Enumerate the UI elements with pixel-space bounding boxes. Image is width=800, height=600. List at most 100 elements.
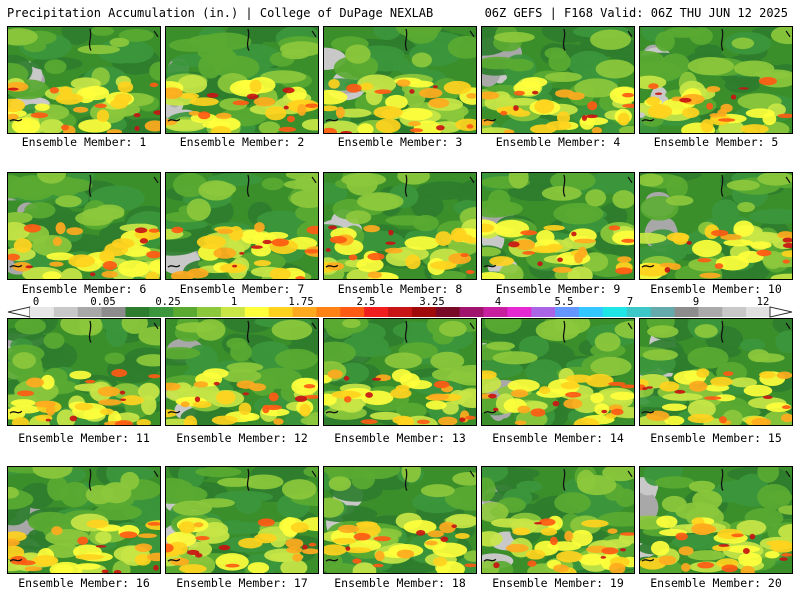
ensemble-map-panel <box>7 26 161 134</box>
legend-color-swatch <box>579 307 604 317</box>
ensemble-map-panel <box>639 26 793 134</box>
ensemble-map-panel <box>481 172 635 280</box>
legend-color-swatch <box>149 307 174 317</box>
ensemble-map-panel <box>165 26 319 134</box>
legend-color-swatch <box>388 307 413 317</box>
legend-color-swatch <box>77 307 102 317</box>
legend-tick-label: 1 <box>230 296 238 308</box>
legend-color-swatch <box>602 307 628 317</box>
precip-field-map <box>482 173 634 279</box>
legend-color-swatch <box>459 307 484 317</box>
precip-field-map <box>8 319 160 425</box>
ensemble-map-panel <box>7 318 161 426</box>
legend-tick-label: 4 <box>494 296 502 308</box>
ensemble-member-label: Ensemble Member: 14 <box>492 431 624 445</box>
legend-color-swatch <box>220 307 246 317</box>
legend-color-swatch <box>483 307 508 317</box>
precip-field-map <box>166 319 318 425</box>
legend-tick-label: 0.05 <box>90 296 116 308</box>
ensemble-member-label: Ensemble Member: 6 <box>21 282 147 296</box>
legend-color-swatch <box>268 307 293 317</box>
ensemble-map-panel <box>481 26 635 134</box>
precip-field-map <box>640 27 792 133</box>
ensemble-member-label: Ensemble Member: 20 <box>650 576 782 590</box>
ensemble-member-label: Ensemble Member: 12 <box>176 431 308 445</box>
legend-color-swatch <box>507 307 532 317</box>
legend-color-swatch <box>698 307 723 317</box>
precip-field-map <box>166 27 318 133</box>
precip-field-map <box>640 173 792 279</box>
legend-labels: 0 0.05 0.25 1 1.75 2.5 3.25 4 5.5 7 9 12 <box>0 296 800 308</box>
legend-tick-label: 0.25 <box>155 296 181 308</box>
legend-color-swatch <box>746 307 771 317</box>
ensemble-map-panel <box>323 26 477 134</box>
ensemble-member-label: Ensemble Member: 10 <box>650 282 782 296</box>
ensemble-member-label: Ensemble Member: 7 <box>179 282 305 296</box>
ensemble-member-label: Ensemble Member: 11 <box>18 431 150 445</box>
map-title: Precipitation Accumulation (in.) | Colle… <box>7 6 434 20</box>
legend-tick-label: 2.5 <box>356 296 376 308</box>
legend-color-swatch <box>125 307 150 317</box>
legend-color-swatch <box>650 307 675 317</box>
legend-color-swatch <box>722 307 747 317</box>
precip-color-legend: 0 0.05 0.25 1 1.75 2.5 3.25 4 5.5 7 9 12 <box>0 296 800 318</box>
ensemble-map-panel <box>165 466 319 574</box>
ensemble-member-label: Ensemble Member: 16 <box>18 576 150 590</box>
legend-tick-label: 12 <box>756 296 770 308</box>
precip-field-map <box>482 319 634 425</box>
legend-color-swatch <box>674 307 699 317</box>
ensemble-member-label: Ensemble Member: 15 <box>650 431 782 445</box>
ensemble-member-label: Ensemble Member: 19 <box>492 576 624 590</box>
ensemble-map-panel <box>481 466 635 574</box>
ensemble-member-label: Ensemble Member: 9 <box>495 282 621 296</box>
legend-color-swatch <box>292 307 317 317</box>
legend-left-arrow <box>7 306 31 318</box>
legend-color-swatch <box>531 307 556 317</box>
legend-color-swatch <box>101 307 126 317</box>
ensemble-member-label: Ensemble Member: 5 <box>653 135 779 149</box>
legend-color-swatch <box>340 307 365 317</box>
legend-color-swatch <box>173 307 198 317</box>
precip-field-map <box>324 27 476 133</box>
precip-field-map <box>640 319 792 425</box>
ensemble-map-panel <box>481 318 635 426</box>
legend-color-swatch <box>197 307 222 317</box>
precip-field-map <box>324 173 476 279</box>
legend-color-swatch <box>244 307 270 317</box>
ensemble-map-panel <box>7 172 161 280</box>
ensemble-map-panel <box>165 172 319 280</box>
precip-field-map <box>324 319 476 425</box>
precip-field-map <box>8 27 160 133</box>
ensemble-map-panel <box>639 172 793 280</box>
ensemble-member-label: Ensemble Member: 13 <box>334 431 466 445</box>
ensemble-map-panel <box>323 466 477 574</box>
legend-right-arrow <box>769 306 793 318</box>
legend-color-bar <box>7 306 793 318</box>
legend-color-swatch <box>626 307 651 317</box>
legend-tick-label: 1.75 <box>288 296 314 308</box>
ensemble-member-label: Ensemble Member: 1 <box>21 135 147 149</box>
legend-tick-label: 5.5 <box>554 296 574 308</box>
precip-field-map <box>166 173 318 279</box>
ensemble-map-panel <box>323 318 477 426</box>
legend-color-swatch <box>53 307 79 317</box>
ensemble-member-label: Ensemble Member: 8 <box>337 282 463 296</box>
legend-tick-label: 0 <box>32 296 40 308</box>
legend-color-swatch <box>411 307 437 317</box>
ensemble-map-panel <box>7 466 161 574</box>
legend-color-swatch <box>316 307 341 317</box>
ensemble-member-label: Ensemble Member: 2 <box>179 135 305 149</box>
precip-field-map <box>8 467 160 573</box>
legend-tick-label: 9 <box>692 296 700 308</box>
ensemble-member-label: Ensemble Member: 3 <box>337 135 463 149</box>
legend-color-swatch <box>30 307 55 317</box>
model-run-info: 06Z GEFS | F168 Valid: 06Z THU JUN 12 20… <box>484 6 788 20</box>
ensemble-member-label: Ensemble Member: 4 <box>495 135 621 149</box>
legend-color-swatch <box>555 307 580 317</box>
precip-field-map <box>324 467 476 573</box>
precip-field-map <box>482 27 634 133</box>
precip-field-map <box>640 467 792 573</box>
ensemble-member-label: Ensemble Member: 18 <box>334 576 466 590</box>
legend-tick-label: 7 <box>626 296 634 308</box>
precip-field-map <box>482 467 634 573</box>
